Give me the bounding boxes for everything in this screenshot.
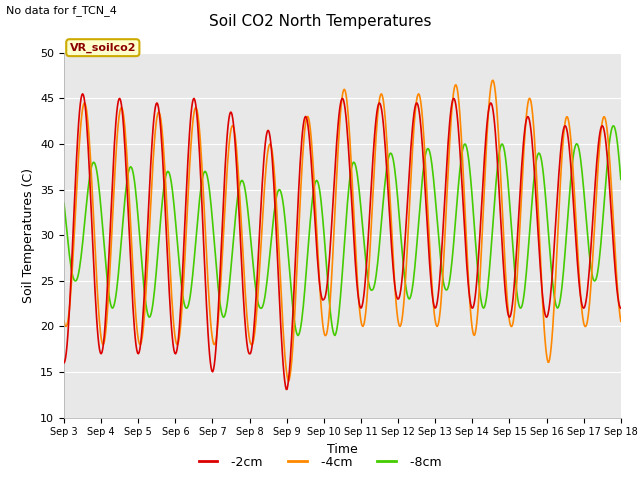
Text: VR_soilco2: VR_soilco2: [70, 43, 136, 53]
Text: No data for f_TCN_4: No data for f_TCN_4: [6, 5, 117, 16]
Y-axis label: Soil Temperatures (C): Soil Temperatures (C): [22, 168, 35, 303]
Text: Soil CO2 North Temperatures: Soil CO2 North Temperatures: [209, 14, 431, 29]
Legend:  -2cm,  -4cm,  -8cm: -2cm, -4cm, -8cm: [193, 451, 447, 474]
X-axis label: Time: Time: [327, 443, 358, 456]
